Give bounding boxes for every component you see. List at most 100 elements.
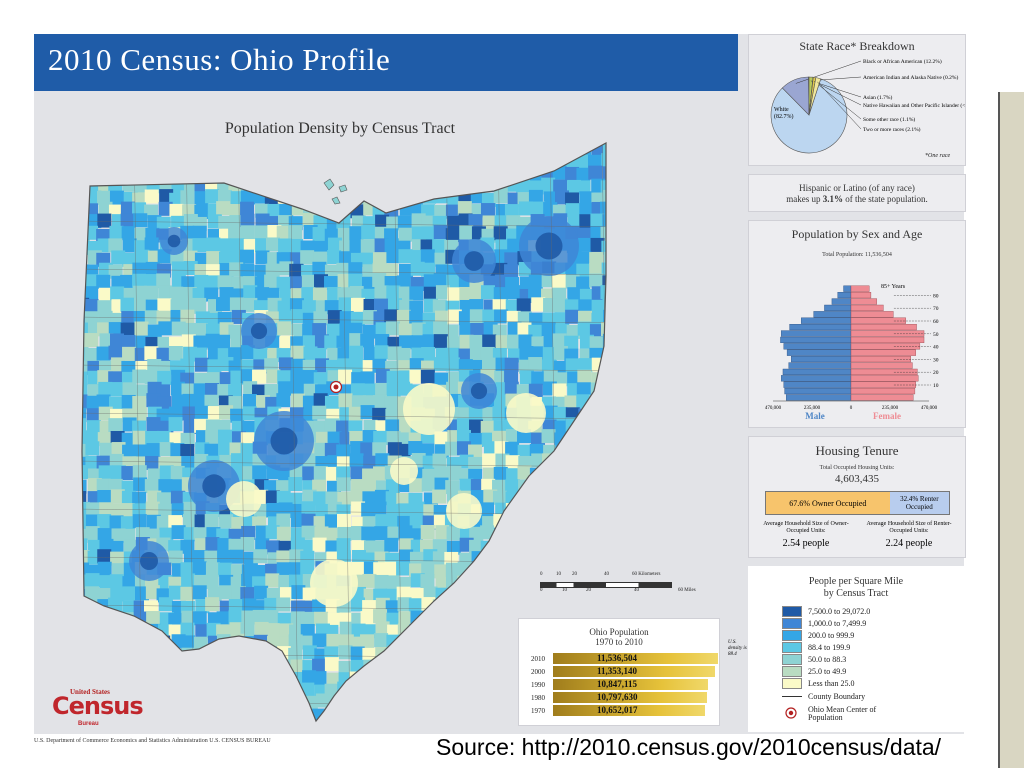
tract-cell (531, 515, 546, 530)
tract-cell (567, 455, 582, 470)
tract-cell (255, 180, 270, 195)
tract-cell (85, 526, 100, 541)
tract-cell (170, 381, 185, 396)
tract-cell (579, 203, 594, 218)
race-label: Two or more races (2.1%) (863, 126, 921, 133)
tract-cell (409, 647, 424, 662)
tract-cell (288, 477, 303, 492)
tract-cell (231, 672, 246, 687)
tract-cell (217, 671, 232, 686)
tract-cell (97, 549, 112, 564)
tract-cell (588, 154, 603, 169)
tract-cell (278, 357, 293, 372)
tract-cell (457, 180, 472, 195)
tract-cell (564, 468, 579, 483)
tract-cell (374, 526, 389, 541)
tract-cell (398, 166, 413, 181)
tract-cell (504, 252, 519, 267)
female-bar (850, 330, 925, 337)
tract-cell (531, 153, 546, 168)
tract-cell (397, 143, 412, 145)
tract-cell (243, 239, 258, 254)
tract-cell (300, 623, 315, 638)
tract-cell (240, 682, 255, 697)
tract-cell (362, 468, 377, 483)
male-bar (783, 381, 852, 388)
tract-cell (289, 549, 304, 564)
tract-cell (360, 252, 375, 267)
tract-cell (240, 155, 255, 170)
tract-cell (483, 707, 498, 721)
tract-cell (240, 537, 255, 552)
tract-cell (433, 225, 448, 240)
race-slice (808, 77, 822, 116)
tract-cell (387, 718, 402, 721)
tract-cell (348, 143, 363, 158)
tract-cell (133, 477, 148, 492)
tract-cell (432, 551, 447, 566)
tract-cell (82, 514, 89, 529)
female-label: Female (873, 411, 901, 421)
tract-cell (459, 478, 474, 493)
tract-cell (85, 455, 100, 470)
pyramid-title: Population by Sex and Age (791, 227, 923, 241)
tract-cell (312, 287, 327, 302)
tract-cell (206, 264, 221, 279)
tract-cell (122, 600, 137, 615)
tract-cell (616, 385, 630, 399)
tract-cell (216, 634, 231, 649)
tract-cell (396, 381, 411, 396)
tract-cell (423, 706, 438, 721)
male-bar (786, 349, 852, 356)
tract-cell (386, 503, 401, 518)
slide-edge-top (998, 0, 1024, 92)
tract-cell (459, 646, 474, 661)
tract-cell (265, 143, 280, 147)
tract-cell (613, 480, 627, 494)
tract-cell (192, 561, 207, 576)
female-bar (850, 323, 917, 331)
tract-cell (350, 153, 365, 168)
tract-cell (314, 240, 329, 255)
tract-cell (337, 358, 352, 373)
tract-cell (507, 143, 522, 144)
tract-cell (219, 405, 234, 420)
race-leader (817, 81, 862, 130)
tract-cell (291, 513, 306, 528)
tract-cell (469, 334, 484, 349)
tract-cell (99, 442, 114, 457)
tract-cell (615, 549, 629, 563)
tract-cell (601, 480, 606, 495)
pyramid-top-label: 85+ Years (881, 284, 906, 290)
tract-cell (109, 611, 124, 626)
tract-cell (468, 658, 483, 673)
tract-cell (469, 309, 484, 324)
tract-cell (459, 286, 474, 301)
tract-cell (470, 285, 485, 300)
tract-cell (195, 693, 210, 708)
tract-cell (121, 528, 136, 543)
tract-cell (348, 177, 363, 192)
tract-cell (373, 706, 388, 721)
legend-row: 1,000.0 to 7,499.9 (782, 618, 866, 629)
tract-cell (171, 394, 186, 409)
tract-cell (132, 396, 147, 411)
tract-cell (350, 359, 365, 374)
tract-cell (421, 636, 436, 651)
tract-cell (387, 695, 402, 710)
tract-cell (158, 503, 173, 518)
tract-cell (303, 370, 318, 385)
tract-cell (435, 633, 450, 648)
tract-cell (180, 562, 195, 577)
tract-cell (133, 213, 148, 228)
tract-cell (120, 143, 135, 145)
tract-cell (108, 177, 123, 192)
tract-cell (156, 216, 171, 231)
tract-cell (240, 587, 255, 602)
tract-cell (434, 252, 449, 267)
tract-cell (493, 155, 508, 170)
tract-cell (255, 250, 270, 265)
age-tick: 30 (933, 357, 939, 363)
tract-cell (386, 249, 401, 264)
tract-cell (180, 358, 195, 373)
